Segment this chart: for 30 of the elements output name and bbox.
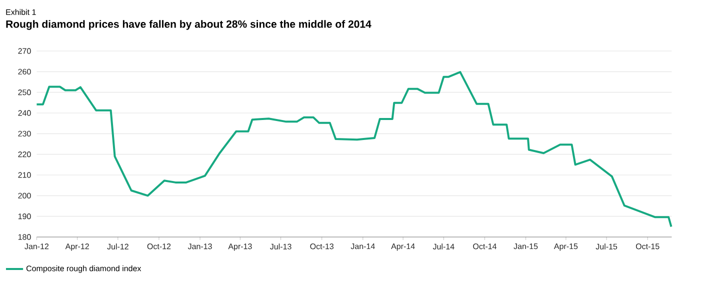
y-tick-label: 260	[18, 68, 31, 74]
x-tick-label: Jul-12	[107, 244, 128, 250]
y-tick-label: 250	[18, 90, 31, 96]
x-tick-label: Jul-15	[596, 244, 618, 250]
x-tick-label: Jan-15	[514, 244, 538, 250]
x-tick-label: Oct-12	[147, 244, 171, 250]
x-tick-label: Oct-15	[636, 244, 660, 250]
x-tick-label: Oct-13	[310, 244, 334, 250]
y-tick-label: 240	[18, 110, 31, 116]
y-tick-label: 220	[18, 152, 31, 158]
y-tick-label: 230	[18, 130, 31, 136]
x-tick-label: Apr-14	[391, 244, 415, 251]
legend-label: Composite rough diamond index	[26, 265, 142, 273]
y-tick-label: 190	[18, 214, 31, 220]
x-tick-label: Apr-15	[554, 244, 578, 251]
x-tick-label: Jul-14	[432, 244, 454, 250]
x-tick-label: Jul-13	[270, 244, 292, 250]
y-tick-label: 270	[18, 48, 31, 54]
x-tick-label: Apr-12	[65, 244, 89, 251]
x-tick-label: Apr-13	[228, 244, 252, 251]
chart-title: Rough diamond prices have fallen by about 28% since the middle of 2014	[6, 20, 372, 30]
x-tick-label: Oct-14	[473, 244, 497, 250]
chart-subtitle: Exhibit 1	[6, 9, 36, 15]
y-tick-label: 180	[18, 234, 31, 240]
x-tick-label: Jan-13	[188, 244, 212, 250]
x-tick-label: Jan-14	[350, 244, 375, 250]
y-tick-label: 210	[18, 172, 31, 178]
line-series	[36, 71, 672, 228]
y-tick-label: 200	[18, 192, 31, 198]
x-tick-label: Jan-12	[24, 244, 49, 250]
